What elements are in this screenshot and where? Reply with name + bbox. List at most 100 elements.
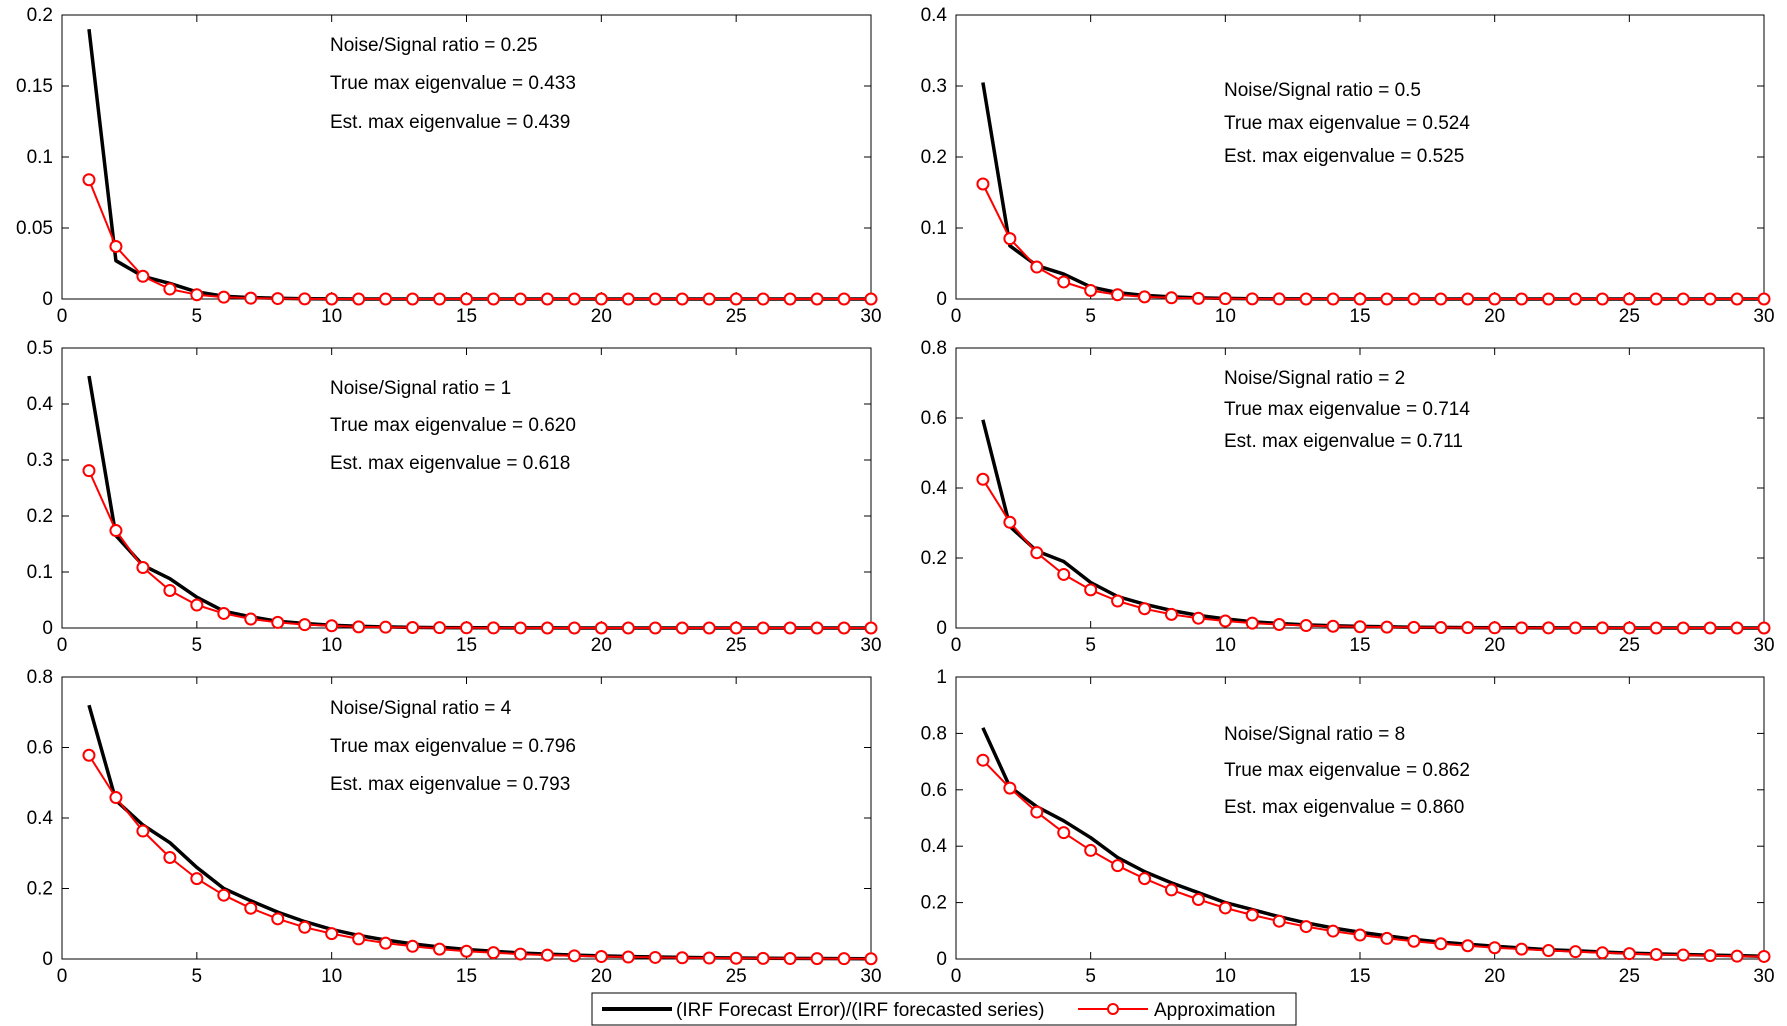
approximation-point bbox=[486, 292, 500, 306]
y-tick-label: 0.05 bbox=[16, 218, 53, 239]
annotation-label: Noise/Signal ratio = 4 bbox=[330, 698, 512, 719]
legend: (IRF Forecast Error)/(IRF forecasted ser… bbox=[591, 992, 1297, 1026]
approximation-point bbox=[1542, 292, 1556, 306]
approximation-point bbox=[460, 944, 473, 958]
annotation-label: True max eigenvalue = 0.620 bbox=[330, 415, 576, 436]
approximation-point bbox=[1272, 292, 1286, 306]
approximation-point bbox=[783, 292, 797, 306]
approximation-point bbox=[1084, 283, 1098, 297]
approximation-point bbox=[1542, 621, 1556, 635]
approximation-point bbox=[217, 888, 231, 902]
approximation-point bbox=[1488, 941, 1502, 955]
approximation-point bbox=[1003, 781, 1017, 795]
approximation-point bbox=[325, 619, 339, 633]
legend-label-forecast-error: (IRF Forecast Error)/(IRF forecasted ser… bbox=[676, 1000, 1044, 1021]
approximation-point bbox=[1703, 621, 1717, 635]
approximation-point bbox=[1515, 942, 1529, 956]
x-tick-label: 0 bbox=[951, 635, 962, 656]
approximation-point bbox=[702, 621, 716, 635]
approximation-point bbox=[271, 912, 285, 926]
approximation-point bbox=[298, 920, 312, 934]
approximation-point bbox=[756, 951, 770, 965]
approximation-point bbox=[1245, 292, 1259, 306]
approximation-point bbox=[1057, 826, 1071, 840]
annotation-label: Est. max eigenvalue = 0.793 bbox=[330, 774, 570, 795]
approximation-point bbox=[837, 952, 851, 966]
approximation-point bbox=[1595, 292, 1609, 306]
approximation-point bbox=[810, 292, 824, 306]
x-tick-label: 10 bbox=[321, 635, 342, 656]
x-tick-label: 15 bbox=[456, 966, 477, 987]
approximation-point bbox=[1757, 292, 1771, 306]
approximation-point bbox=[1164, 607, 1178, 621]
approximation-point bbox=[1434, 292, 1448, 306]
x-tick-label: 5 bbox=[1085, 966, 1096, 987]
approximation-point bbox=[976, 472, 990, 486]
x-tick-label: 5 bbox=[192, 966, 203, 987]
x-tick-label: 15 bbox=[1349, 635, 1370, 656]
approximation-point bbox=[1649, 292, 1663, 306]
approximation-point bbox=[540, 292, 554, 306]
approximation-point bbox=[1326, 292, 1340, 306]
y-tick-label: 0.6 bbox=[921, 408, 947, 429]
y-tick-label: 0 bbox=[936, 949, 947, 970]
approximation-point bbox=[1245, 908, 1259, 922]
approximation-point bbox=[1191, 611, 1205, 625]
approximation-point bbox=[190, 288, 204, 302]
y-tick-label: 0 bbox=[42, 618, 53, 639]
annotation-label: Est. max eigenvalue = 0.711 bbox=[1224, 431, 1463, 452]
x-tick-label: 5 bbox=[192, 635, 203, 656]
approximation-point bbox=[325, 292, 339, 306]
x-tick-label: 0 bbox=[57, 635, 68, 656]
x-tick-label: 25 bbox=[726, 635, 747, 656]
annotation-label: Noise/Signal ratio = 8 bbox=[1224, 724, 1405, 745]
plot-area bbox=[61, 14, 872, 300]
y-tick-label: 0.4 bbox=[921, 5, 948, 26]
approximation-point bbox=[486, 946, 500, 960]
approximation-point bbox=[810, 621, 824, 635]
approximation-point bbox=[1434, 621, 1448, 635]
y-tick-label: 0.8 bbox=[921, 338, 947, 359]
approximation-point bbox=[1111, 859, 1125, 873]
approximation-point bbox=[433, 942, 447, 956]
x-tick-label: 10 bbox=[1215, 635, 1236, 656]
approximation-point bbox=[1730, 292, 1744, 306]
approximation-point bbox=[82, 173, 96, 187]
approximation-point bbox=[298, 618, 312, 632]
approximation-point bbox=[1084, 583, 1098, 597]
approximation-point bbox=[1299, 619, 1313, 633]
approximation-point bbox=[621, 950, 635, 964]
x-tick-label: 25 bbox=[726, 966, 747, 987]
approximation-point bbox=[1353, 620, 1367, 634]
y-tick-label: 0.4 bbox=[921, 836, 948, 857]
approximation-point bbox=[567, 949, 581, 963]
y-tick-label: 0 bbox=[936, 289, 947, 310]
x-tick-label: 30 bbox=[1753, 635, 1774, 656]
x-tick-label: 0 bbox=[57, 966, 68, 987]
approximation-point bbox=[837, 621, 851, 635]
x-tick-label: 20 bbox=[591, 306, 612, 327]
approximation-point bbox=[460, 621, 473, 635]
approximation-point bbox=[1622, 292, 1636, 306]
annotation-label: Est. max eigenvalue = 0.439 bbox=[330, 112, 570, 133]
approximation-point bbox=[1488, 621, 1502, 635]
approximation-point bbox=[1164, 883, 1178, 897]
approximation-point bbox=[648, 950, 662, 964]
approximation-point bbox=[136, 824, 150, 838]
approximation-point bbox=[271, 615, 285, 629]
approximation-point bbox=[1218, 614, 1232, 628]
approximation-point bbox=[756, 292, 770, 306]
x-tick-label: 20 bbox=[1484, 966, 1505, 987]
plot-area bbox=[61, 676, 872, 960]
x-tick-label: 10 bbox=[1215, 306, 1236, 327]
approximation-point bbox=[1568, 945, 1582, 959]
approximation-point bbox=[163, 850, 177, 864]
approximation-point bbox=[1676, 948, 1690, 962]
x-tick-label: 30 bbox=[1753, 966, 1774, 987]
y-tick-label: 0.8 bbox=[921, 723, 947, 744]
x-tick-label: 25 bbox=[1619, 966, 1640, 987]
chart-panel-6: 0 5 10 15 20 25 30 0 0.2 0.4 0.6 0.8 1 Noise/Signal r… bbox=[921, 667, 1775, 987]
plot-area bbox=[955, 14, 1765, 300]
approximation-point bbox=[1380, 620, 1394, 634]
approximation-point bbox=[1218, 901, 1232, 915]
